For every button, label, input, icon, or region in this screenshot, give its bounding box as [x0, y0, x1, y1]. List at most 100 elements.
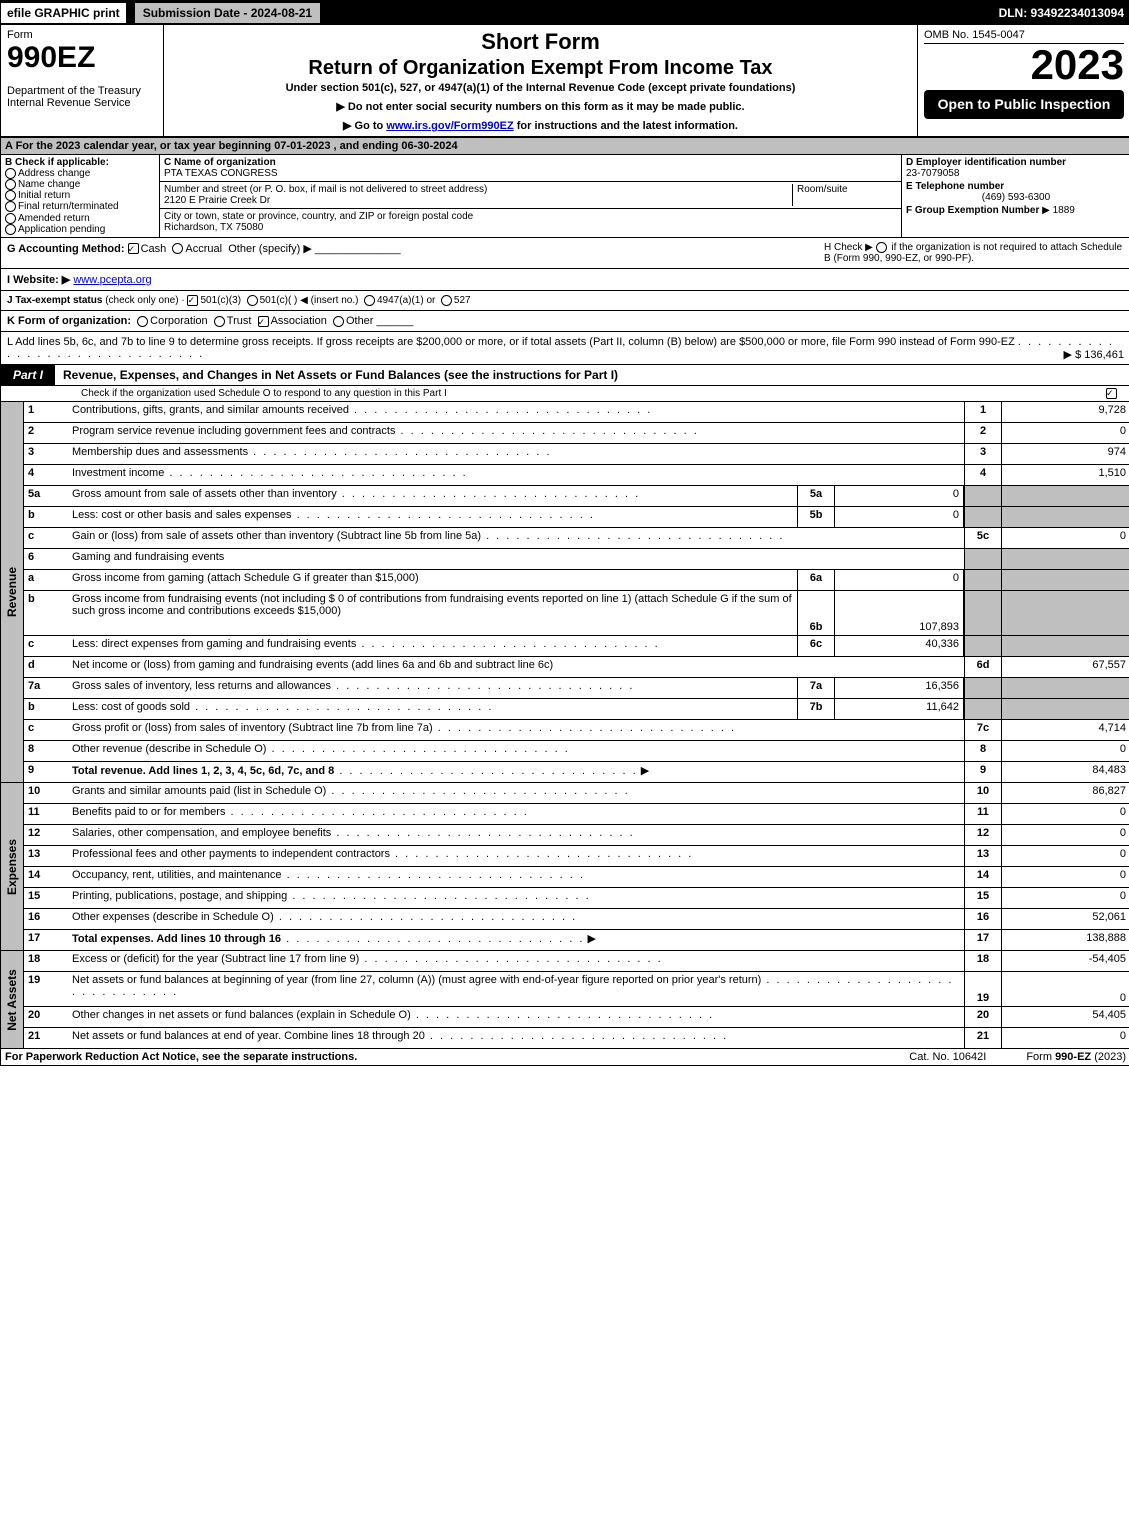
line-17: 17 Total expenses. Add lines 10 through … [24, 930, 1129, 950]
line-15: 15 Printing, publications, postage, and … [24, 888, 1129, 909]
line-16: 16 Other expenses (describe in Schedule … [24, 909, 1129, 930]
irs-label: Internal Revenue Service [7, 97, 157, 109]
line-2: 2 Program service revenue including gove… [24, 423, 1129, 444]
chk-schedule-o[interactable] [1106, 388, 1117, 399]
g-label: G Accounting Method: [7, 243, 125, 255]
h-check: H Check ▶ [824, 242, 873, 253]
c-name-label: C Name of organization [164, 157, 276, 168]
org-name: PTA TEXAS CONGRESS [164, 168, 278, 179]
dept-treasury: Department of the Treasury [7, 85, 157, 97]
l-text: L Add lines 5b, 6c, and 7b to line 9 to … [7, 336, 1015, 348]
section-k: K Form of organization: Corporation Trus… [1, 311, 1129, 332]
j-501c: 501(c)( ) [260, 295, 298, 306]
j-insert: ◀ (insert no.) [300, 295, 358, 306]
chk-address-change[interactable]: Address change [5, 168, 155, 179]
return-title: Return of Organization Exempt From Incom… [170, 57, 911, 80]
section-b: B Check if applicable: Address change Na… [1, 155, 160, 237]
c-city-label: City or town, state or province, country… [164, 211, 473, 222]
goto-post: for instructions and the latest informat… [514, 120, 738, 132]
chk-name-change[interactable]: Name change [5, 179, 155, 190]
org-street: 2120 E Prairie Creek Dr [164, 195, 270, 206]
chk-amended[interactable]: Amended return [5, 213, 155, 224]
line-5c: c Gain or (loss) from sale of assets oth… [24, 528, 1129, 549]
efile-label: efile GRAPHIC print [1, 3, 126, 23]
part1-header: Part I Revenue, Expenses, and Changes in… [1, 365, 1129, 386]
expenses-section: Expenses 10 Grants and similar amounts p… [1, 783, 1129, 951]
short-form-title: Short Form [170, 29, 911, 55]
ssn-note: ▶ Do not enter social security numbers o… [170, 100, 911, 113]
section-g: G Accounting Method: Cash Accrual Other … [7, 242, 824, 264]
form-number: 990EZ [7, 41, 157, 75]
paperwork-notice: For Paperwork Reduction Act Notice, see … [5, 1051, 869, 1063]
tel-value: (469) 593-6300 [906, 192, 1126, 203]
line-5b: b Less: cost or other basis and sales ex… [24, 507, 1129, 528]
l-amount: ▶ $ 136,461 [1064, 348, 1124, 361]
form-label: Form [7, 29, 157, 41]
chk-h[interactable] [876, 242, 887, 253]
chk-accrual[interactable] [172, 243, 183, 254]
k-corp: Corporation [150, 315, 207, 327]
line-9: 9 Total revenue. Add lines 1, 2, 3, 4, 5… [24, 762, 1129, 782]
form-designator: Form 990-EZ (2023) [1026, 1051, 1126, 1063]
line-4: 4 Investment income 4 1,510 [24, 465, 1129, 486]
goto-pre: ▶ Go to [343, 120, 386, 132]
line-6b: b Gross income from fundraising events (… [24, 591, 1129, 636]
chk-other[interactable] [333, 316, 344, 327]
chk-501c3[interactable] [187, 295, 198, 306]
line-6: 6 Gaming and fundraising events [24, 549, 1129, 570]
irs-link[interactable]: www.irs.gov/Form990EZ [386, 120, 513, 132]
cat-no: Cat. No. 10642I [869, 1051, 1026, 1063]
g-cash: Cash [141, 243, 167, 255]
j-501c3: 501(c)(3) [200, 295, 241, 306]
chk-4947[interactable] [364, 295, 375, 306]
under-section: Under section 501(c), 527, or 4947(a)(1)… [170, 82, 911, 94]
e-tel-label: E Telephone number [906, 181, 1126, 192]
dln: DLN: 93492234013094 [999, 6, 1129, 20]
net-sidebar: Net Assets [1, 951, 24, 1048]
chk-pending[interactable]: Application pending [5, 224, 155, 235]
k-other: Other [346, 315, 374, 327]
line-6c: c Less: direct expenses from gaming and … [24, 636, 1129, 657]
j-label: J Tax-exempt status [7, 295, 102, 306]
section-h: H Check ▶ if the organization is not req… [824, 242, 1124, 264]
line-18: 18 Excess or (deficit) for the year (Sub… [24, 951, 1129, 972]
chk-527[interactable] [441, 295, 452, 306]
chk-cash[interactable] [128, 243, 139, 254]
header-right: OMB No. 1545-0047 2023 Open to Public In… [918, 25, 1129, 136]
chk-initial-return[interactable]: Initial return [5, 190, 155, 201]
revenue-sidebar: Revenue [1, 402, 24, 782]
section-def: D Employer identification number 23-7079… [902, 155, 1129, 237]
line-7b: b Less: cost of goods sold 7b 11,642 [24, 699, 1129, 720]
top-bar: efile GRAPHIC print Submission Date - 20… [1, 1, 1129, 25]
header-left: Form 990EZ Department of the Treasury In… [1, 25, 164, 136]
chk-assoc[interactable] [258, 316, 269, 327]
submission-date: Submission Date - 2024-08-21 [134, 2, 321, 24]
chk-corp[interactable] [137, 316, 148, 327]
chk-501c[interactable] [247, 295, 258, 306]
line-7a: 7a Gross sales of inventory, less return… [24, 678, 1129, 699]
page-footer: For Paperwork Reduction Act Notice, see … [1, 1049, 1129, 1065]
k-assoc: Association [271, 315, 327, 327]
c-street-label: Number and street (or P. O. box, if mail… [164, 184, 487, 195]
revenue-section: Revenue 1 Contributions, gifts, grants, … [1, 402, 1129, 783]
j-sub: (check only one) · [105, 295, 184, 306]
line-6a: a Gross income from gaming (attach Sched… [24, 570, 1129, 591]
website-link[interactable]: www.pcepta.org [73, 274, 151, 286]
tax-year: 2023 [924, 44, 1124, 86]
g-other: Other (specify) ▶ [228, 243, 312, 255]
b-title: B Check if applicable: [5, 157, 155, 168]
line-21: 21 Net assets or fund balances at end of… [24, 1028, 1129, 1048]
f-group-label: F Group Exemption Number [906, 205, 1039, 216]
k-label: K Form of organization: [7, 315, 131, 327]
chk-trust[interactable] [214, 316, 225, 327]
form-990ez-page: efile GRAPHIC print Submission Date - 20… [0, 0, 1129, 1066]
org-city: Richardson, TX 75080 [164, 222, 263, 233]
chk-final-return[interactable]: Final return/terminated [5, 201, 155, 212]
goto-note: ▶ Go to www.irs.gov/Form990EZ for instru… [170, 119, 911, 132]
section-c: C Name of organization PTA TEXAS CONGRES… [160, 155, 902, 237]
section-i: I Website: ▶ www.pcepta.org [1, 269, 1129, 291]
line-11: 11 Benefits paid to or for members 11 0 [24, 804, 1129, 825]
net-assets-section: Net Assets 18 Excess or (deficit) for th… [1, 951, 1129, 1049]
section-j: J Tax-exempt status (check only one) · 5… [1, 291, 1129, 311]
k-trust: Trust [227, 315, 252, 327]
